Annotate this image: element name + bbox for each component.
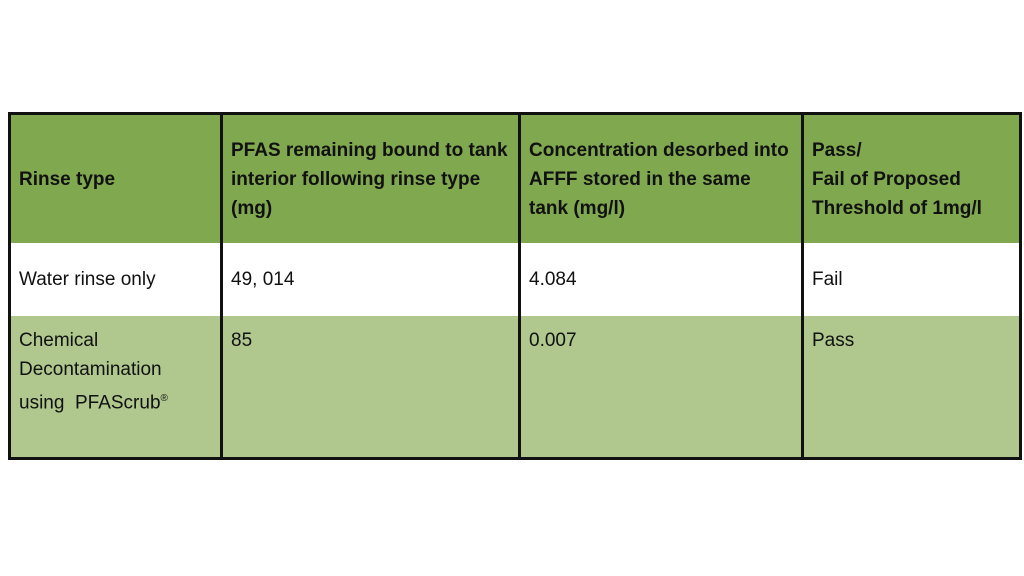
cell-concentration: 4.084 xyxy=(518,243,804,316)
rinse-type-text: Chemical Decontamination using PFAScrub xyxy=(19,330,167,414)
header-pfas-remaining: PFAS remaining bound to tank interior fo… xyxy=(220,113,521,243)
header-concentration: Concentration desorbed into AFFF stored … xyxy=(518,113,804,243)
header-pass-fail-text: Pass/Fail of Proposed Threshold of 1mg/l xyxy=(812,139,982,219)
cell-rinse-type: Chemical Decontamination using PFAScrub® xyxy=(8,316,223,459)
cell-pfas-remaining: 85 xyxy=(220,316,521,459)
cell-rinse-type: Water rinse only xyxy=(8,243,223,316)
cell-result: Fail xyxy=(801,243,1022,316)
results-table: Rinse type PFAS remaining bound to tank … xyxy=(8,112,1022,460)
cell-concentration: 0.007 xyxy=(518,316,804,459)
header-row: Rinse type PFAS remaining bound to tank … xyxy=(8,113,1022,243)
registered-mark: ® xyxy=(160,393,168,404)
table-row: Chemical Decontamination using PFAScrub®… xyxy=(8,316,1022,459)
table-row: Water rinse only 49, 014 4.084 Fail xyxy=(8,243,1022,316)
header-pass-fail: Pass/Fail of Proposed Threshold of 1mg/l xyxy=(801,113,1022,243)
cell-result: Pass xyxy=(801,316,1022,459)
cell-pfas-remaining: 49, 014 xyxy=(220,243,521,316)
header-rinse-type: Rinse type xyxy=(8,113,223,243)
